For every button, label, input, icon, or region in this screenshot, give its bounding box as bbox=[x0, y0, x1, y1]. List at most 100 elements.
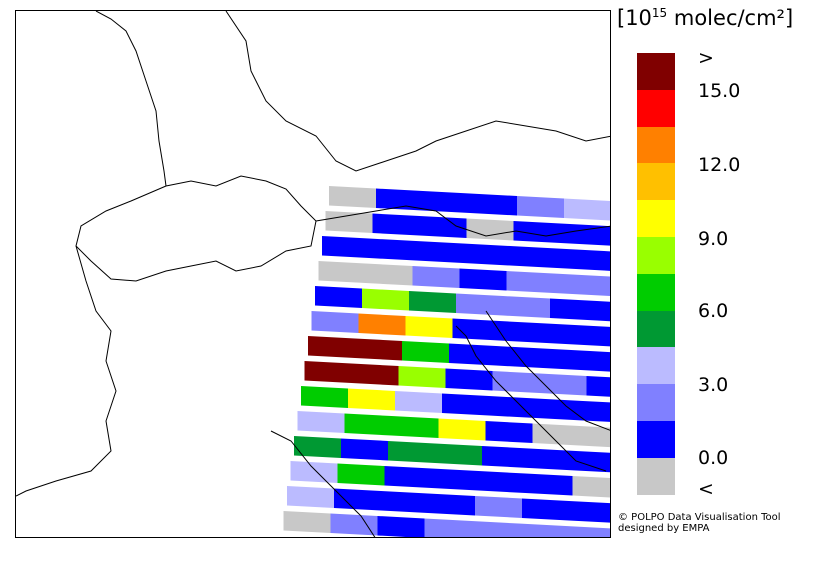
france-germany-border bbox=[95, 11, 167, 187]
swath-pixel bbox=[560, 223, 608, 246]
swath-pixel bbox=[384, 466, 432, 488]
colorbar-cell bbox=[637, 236, 675, 274]
adriatic-coast bbox=[455, 325, 607, 472]
swath-pixel bbox=[600, 276, 610, 297]
swath-pixel bbox=[362, 288, 409, 311]
swath-pixel bbox=[334, 488, 381, 511]
country-borders bbox=[16, 11, 610, 537]
colorbar-cell bbox=[637, 200, 675, 237]
colorbar-cell bbox=[637, 89, 675, 127]
swath-pixel bbox=[482, 446, 529, 468]
swath-pixel bbox=[536, 398, 583, 421]
colorbar-tick-label: > bbox=[698, 47, 714, 69]
swath-pixel bbox=[428, 493, 475, 516]
swath-pixel bbox=[471, 521, 519, 537]
colorbar-tick-label: < bbox=[698, 478, 714, 500]
france-italy-border bbox=[16, 245, 117, 497]
swath-pixel bbox=[470, 193, 517, 216]
colorbar-cell bbox=[637, 457, 675, 495]
swath-pixel bbox=[409, 291, 456, 313]
credit-text: © POLPO Data Visualisation Tool designed… bbox=[618, 512, 781, 534]
swath-pixel bbox=[506, 271, 554, 293]
swath-pixel bbox=[431, 468, 479, 491]
colorbar-cell bbox=[637, 53, 675, 90]
swath-pixel bbox=[348, 388, 395, 411]
swath-pixel bbox=[463, 243, 510, 266]
swath-pixel bbox=[576, 451, 610, 473]
swath-pixel bbox=[525, 473, 573, 496]
swath-pixel bbox=[424, 518, 472, 537]
swath-pixel bbox=[597, 301, 610, 322]
swath-pixel bbox=[513, 221, 561, 243]
swath-pixel bbox=[315, 286, 362, 308]
swath-pixel bbox=[466, 218, 514, 241]
colorbar bbox=[637, 53, 675, 495]
map-panel bbox=[15, 10, 611, 538]
swath-pixel bbox=[539, 373, 587, 396]
swath-pixel bbox=[308, 336, 355, 358]
swath-pixel bbox=[478, 471, 526, 493]
swath-pixel bbox=[395, 391, 442, 413]
swath-pixel bbox=[318, 261, 366, 283]
swath-pixel bbox=[435, 443, 482, 466]
credit-line-2: designed by EMPA bbox=[618, 523, 710, 534]
swath-pixel bbox=[586, 376, 610, 397]
colorbar-units-label: [1015 molec/cm²] bbox=[617, 6, 794, 30]
swath-pixel bbox=[405, 316, 453, 338]
colorbar-cell bbox=[637, 163, 675, 201]
swath-pixel bbox=[412, 266, 460, 288]
italy-coast bbox=[270, 430, 376, 537]
germany-austria-border bbox=[225, 11, 610, 172]
swath-pixel bbox=[565, 526, 610, 537]
swath-pixel bbox=[294, 436, 341, 458]
swath-pixel bbox=[522, 498, 569, 521]
swath-pixel bbox=[372, 213, 420, 236]
colorbar-tick-label: 3.0 bbox=[698, 374, 729, 396]
swath-pixel bbox=[341, 438, 388, 461]
swath-pixel bbox=[553, 273, 601, 296]
swath-pixel bbox=[517, 196, 564, 218]
swath-pixel bbox=[351, 363, 399, 386]
swath-pixel bbox=[572, 476, 610, 498]
swath-pixel bbox=[287, 486, 334, 508]
swath-pixel bbox=[510, 246, 557, 268]
swath-pixel bbox=[593, 326, 610, 347]
colorbar-tick-label: 15.0 bbox=[698, 80, 741, 102]
swath-pixel bbox=[325, 211, 373, 233]
swath-pixel bbox=[419, 216, 467, 238]
swath-pixel bbox=[391, 416, 439, 438]
swath-pixel bbox=[445, 368, 493, 391]
swath-pixel bbox=[449, 343, 496, 366]
swath-pixel bbox=[452, 318, 500, 341]
colorbar-tick-label: 6.0 bbox=[698, 300, 729, 322]
swath-pixel bbox=[301, 386, 348, 408]
swath-pixel bbox=[337, 463, 385, 486]
swath-pixel bbox=[442, 393, 489, 416]
swath-pixel bbox=[423, 191, 470, 213]
swath-pixel bbox=[518, 523, 566, 537]
swath-pixel bbox=[543, 348, 590, 371]
swath-pixel bbox=[358, 313, 406, 336]
swath-pixel bbox=[496, 346, 543, 368]
swath-pixel bbox=[416, 241, 463, 263]
swath-pixel bbox=[583, 401, 610, 422]
balkan-coast bbox=[485, 310, 610, 431]
swath-pixel bbox=[377, 516, 425, 537]
swath-pixel bbox=[304, 361, 352, 383]
swath-pixel bbox=[492, 371, 540, 393]
swath-pixel bbox=[381, 491, 428, 513]
swath-pixel bbox=[402, 341, 449, 363]
colorbar-cell bbox=[637, 347, 675, 385]
swath-pixel bbox=[388, 441, 435, 463]
swath-pixel bbox=[283, 511, 331, 533]
swath-pixel bbox=[297, 411, 345, 433]
swath-pixel bbox=[365, 263, 413, 286]
swath-pixel bbox=[503, 296, 550, 318]
swath-pixel bbox=[376, 188, 423, 211]
swath-pixel bbox=[459, 268, 507, 291]
colorbar-cell bbox=[637, 310, 675, 348]
swath-pixel bbox=[489, 396, 536, 418]
credit-line-1: © POLPO Data Visualisation Tool bbox=[618, 512, 781, 523]
colorbar-cell bbox=[637, 126, 675, 164]
swath-pixel bbox=[604, 251, 610, 271]
